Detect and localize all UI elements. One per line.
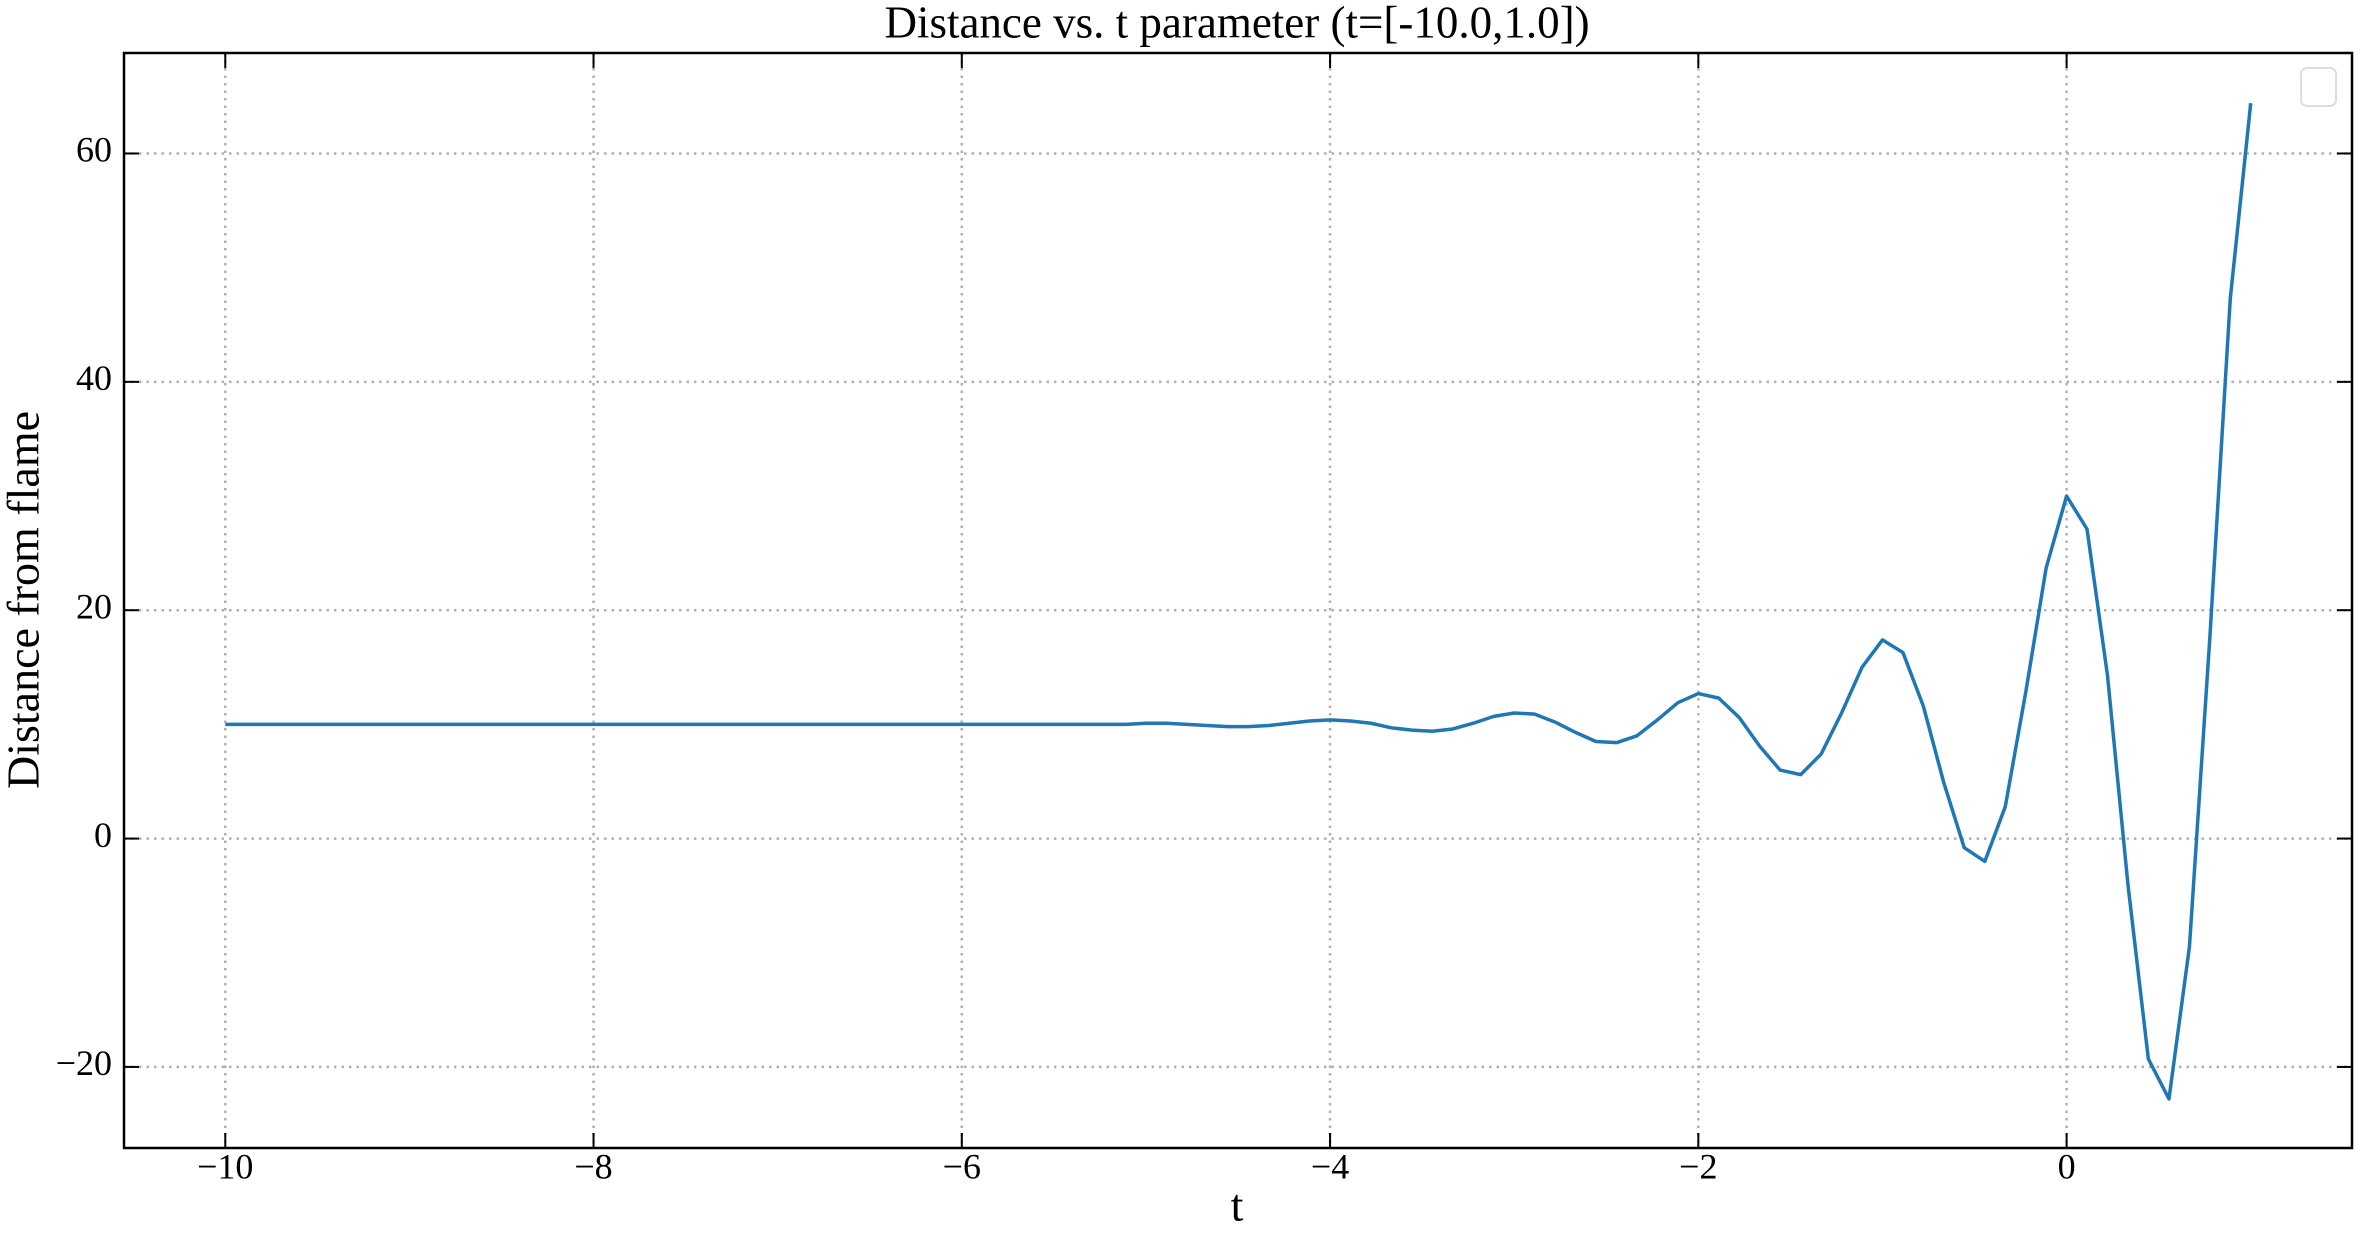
legend-box	[2300, 67, 2337, 107]
y-tick-label: 60	[76, 130, 112, 170]
y-tick-label: 0	[94, 815, 112, 855]
y-axis-label: Distance from flame	[0, 411, 49, 789]
axes-frame	[122, 51, 2354, 1150]
chart-title: Distance vs. t parameter (t=[-10.0,1.0])	[884, 0, 1589, 47]
y-tick-label: 20	[76, 586, 112, 626]
x-tick-label: −6	[943, 1146, 981, 1186]
x-axis-label: t	[1231, 1180, 1244, 1231]
y-tick-label: 40	[76, 358, 112, 398]
x-tick-label: −4	[1311, 1146, 1349, 1186]
x-tick-label: −10	[197, 1146, 253, 1186]
data-line	[225, 103, 2253, 1101]
x-tick-label: −8	[574, 1146, 612, 1186]
y-tick-label: −20	[56, 1043, 112, 1083]
x-tick-label: 0	[2058, 1146, 2076, 1186]
x-tick-label: −2	[1679, 1146, 1717, 1186]
